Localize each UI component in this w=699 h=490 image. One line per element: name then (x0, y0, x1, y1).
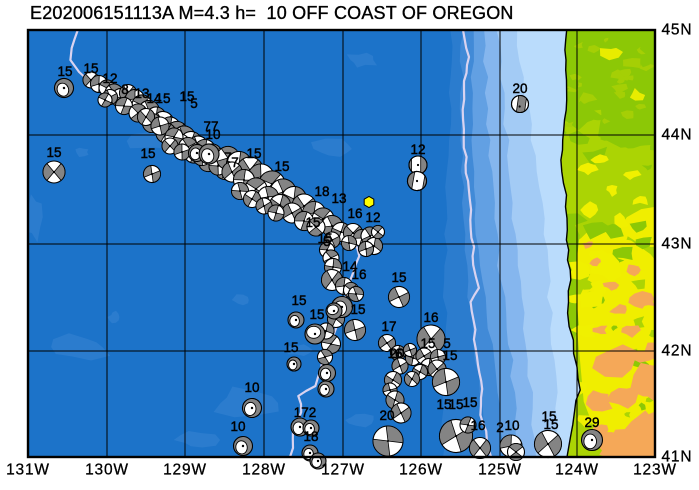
svg-text:8: 8 (121, 82, 129, 97)
svg-text:15: 15 (57, 64, 72, 79)
svg-text:15: 15 (541, 409, 556, 424)
svg-text:15: 15 (420, 336, 435, 351)
svg-text:18: 18 (303, 429, 318, 444)
svg-text:130W: 130W (85, 462, 129, 479)
svg-text:129W: 129W (163, 462, 207, 479)
svg-text:7: 7 (231, 155, 239, 170)
svg-text:12: 12 (102, 71, 117, 86)
svg-text:10: 10 (230, 419, 245, 434)
svg-text:15: 15 (274, 159, 289, 174)
svg-text:41N: 41N (662, 449, 693, 466)
svg-text:16: 16 (351, 267, 366, 282)
svg-text:15: 15 (350, 302, 365, 317)
svg-text:125W: 125W (478, 462, 522, 479)
svg-text:7: 7 (224, 150, 232, 165)
svg-text:16: 16 (423, 310, 438, 325)
svg-text:16: 16 (387, 346, 402, 361)
svg-text:15: 15 (46, 145, 61, 160)
svg-text:15: 15 (83, 61, 98, 76)
svg-text:15: 15 (391, 270, 406, 285)
svg-text:20: 20 (389, 346, 404, 361)
svg-text:15: 15 (140, 146, 155, 161)
svg-text:172: 172 (294, 405, 317, 420)
svg-text:20: 20 (512, 81, 527, 96)
svg-text:15: 15 (309, 307, 324, 322)
svg-text:5: 5 (323, 234, 331, 249)
svg-text:17: 17 (381, 319, 396, 334)
svg-text:15: 15 (246, 146, 261, 161)
svg-text:123W: 123W (633, 462, 677, 479)
svg-text:77: 77 (203, 119, 218, 134)
svg-text:15: 15 (442, 348, 457, 363)
svg-text:E202006151113A M=4.3 h= 10 OF: E202006151113A M=4.3 h= 10 OFF COAST OF … (30, 3, 514, 23)
svg-text:13: 13 (134, 86, 149, 101)
svg-text:15: 15 (179, 89, 194, 104)
svg-text:15: 15 (436, 397, 451, 412)
svg-text:10: 10 (504, 418, 519, 433)
svg-text:2: 2 (496, 420, 504, 435)
svg-text:20: 20 (379, 408, 394, 423)
svg-text:15: 15 (291, 293, 306, 308)
svg-text:18: 18 (314, 184, 329, 199)
svg-text:16: 16 (470, 418, 485, 433)
svg-text:128W: 128W (242, 462, 286, 479)
svg-text:126W: 126W (399, 462, 443, 479)
svg-text:10: 10 (244, 380, 259, 395)
svg-text:15: 15 (462, 395, 477, 410)
svg-text:13: 13 (331, 191, 346, 206)
svg-text:44N: 44N (662, 127, 693, 144)
svg-text:10: 10 (205, 127, 220, 142)
svg-text:45N: 45N (662, 22, 693, 39)
svg-text:15: 15 (155, 91, 170, 106)
svg-text:14: 14 (146, 91, 162, 106)
svg-text:42N: 42N (662, 343, 693, 360)
svg-text:131W: 131W (6, 462, 50, 479)
svg-text:14: 14 (342, 259, 358, 274)
svg-text:12: 12 (410, 142, 425, 157)
svg-text:29: 29 (584, 415, 599, 430)
svg-text:127W: 127W (321, 462, 365, 479)
svg-text:15: 15 (543, 417, 558, 432)
svg-text:5: 5 (190, 96, 198, 111)
svg-text:15: 15 (317, 231, 332, 246)
svg-text:124W: 124W (555, 462, 599, 479)
svg-text:43N: 43N (662, 236, 693, 253)
svg-text:15: 15 (305, 215, 320, 230)
svg-text:16: 16 (347, 206, 362, 221)
svg-text:12: 12 (365, 210, 380, 225)
svg-text:15: 15 (448, 397, 463, 412)
svg-text:5: 5 (443, 336, 451, 351)
svg-text:15: 15 (283, 340, 298, 355)
